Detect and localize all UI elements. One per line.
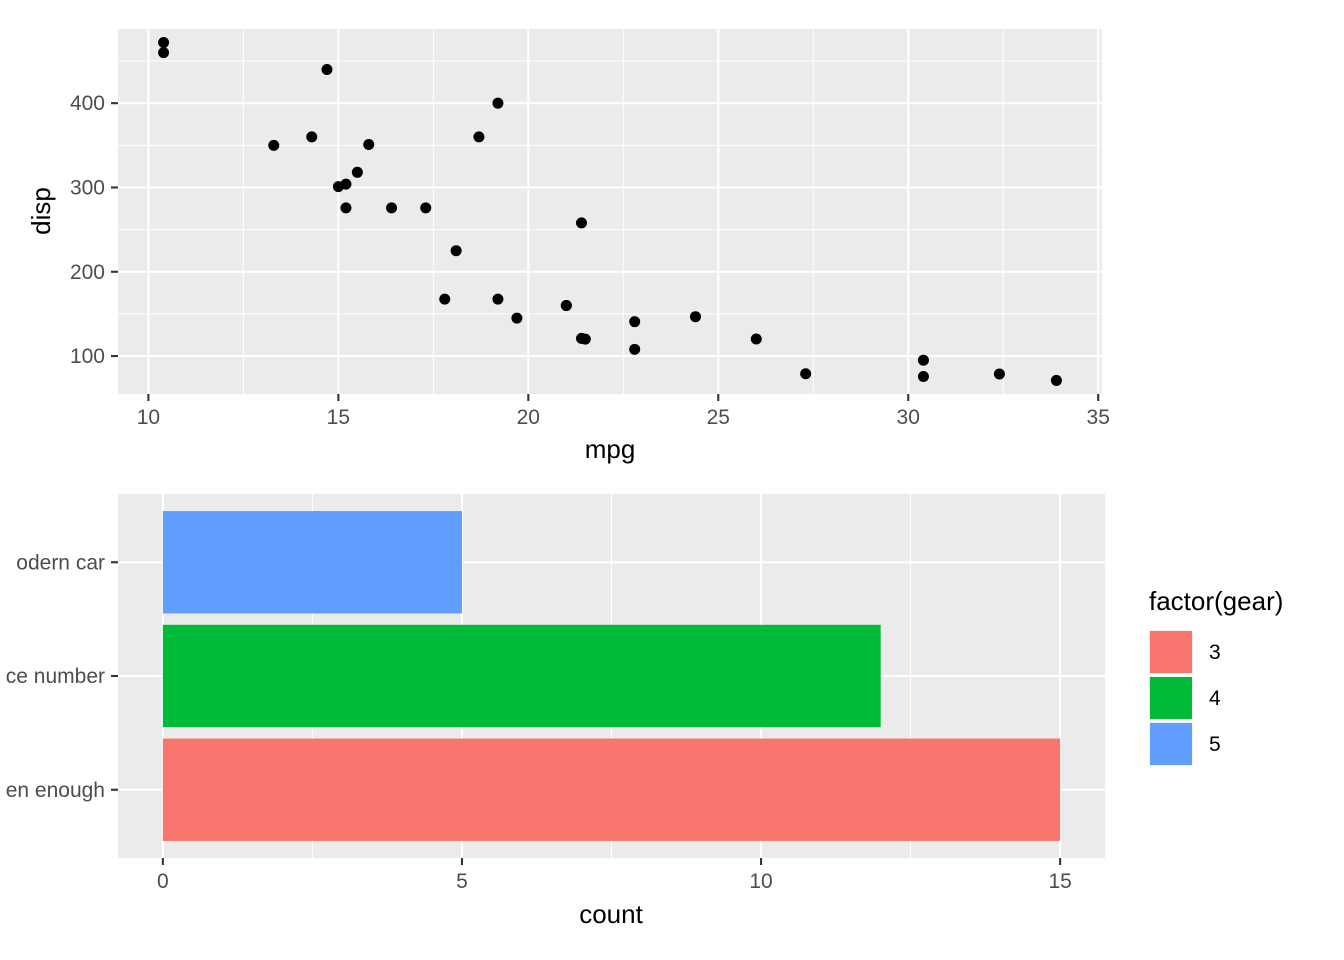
scatter-point bbox=[511, 312, 523, 324]
scatter-panel-background bbox=[118, 29, 1102, 394]
bar-x-tick-label: 15 bbox=[1048, 870, 1071, 893]
scatter-point bbox=[1050, 374, 1062, 386]
scatter-point bbox=[492, 293, 504, 305]
bar-y-tick-label: ce number bbox=[6, 665, 105, 688]
legend-label-3: 3 bbox=[1209, 641, 1221, 664]
scatter-x-tick-label: 30 bbox=[897, 406, 920, 429]
scatter-point bbox=[492, 97, 504, 109]
scatter-point bbox=[579, 333, 591, 345]
scatter-point bbox=[321, 63, 333, 75]
bar-x-axis-title: count bbox=[579, 899, 643, 929]
scatter-point bbox=[351, 166, 363, 178]
scatter-point bbox=[386, 202, 398, 214]
scatter-grid bbox=[118, 29, 1102, 394]
scatter-y-tick-label: 300 bbox=[70, 176, 105, 199]
scatter-x-tick-label: 10 bbox=[137, 406, 160, 429]
legend-label-4: 4 bbox=[1209, 687, 1221, 710]
scatter-point bbox=[629, 316, 641, 328]
scatter-x-axis: 10 15 20 25 30 35 bbox=[137, 394, 1110, 429]
bar-y-tick-label: odern car bbox=[16, 551, 105, 574]
bar-gear-4 bbox=[162, 624, 881, 728]
scatter-point bbox=[629, 343, 641, 355]
legend-title: factor(gear) bbox=[1149, 586, 1283, 616]
bar-y-tick-label: en enough bbox=[6, 779, 105, 802]
scatter-point bbox=[750, 333, 762, 345]
scatter-panel: 100 200 300 400 10 15 20 25 30 35 mpg disp bbox=[26, 29, 1110, 464]
scatter-point bbox=[473, 131, 485, 143]
scatter-point bbox=[158, 47, 170, 59]
bar-panel: odern car ce number en enough 0 5 10 15 count bbox=[6, 494, 1105, 929]
scatter-point bbox=[340, 202, 352, 214]
scatter-point bbox=[800, 368, 812, 380]
bar-gear-3 bbox=[162, 738, 1061, 841]
scatter-point bbox=[450, 245, 462, 257]
legend-label-5: 5 bbox=[1209, 733, 1221, 756]
scatter-x-tick-label: 15 bbox=[327, 406, 350, 429]
scatter-y-axis: 100 200 300 400 bbox=[70, 92, 118, 368]
legend-key-3 bbox=[1150, 631, 1192, 673]
scatter-x-tick-label: 35 bbox=[1087, 406, 1110, 429]
scatter-point bbox=[576, 217, 588, 229]
scatter-point bbox=[439, 293, 451, 305]
scatter-point bbox=[689, 311, 701, 323]
scatter-y-tick-label: 100 bbox=[70, 345, 105, 368]
scatter-y-tick-label: 200 bbox=[70, 261, 105, 284]
bar-x-axis: 0 5 10 15 bbox=[157, 858, 1072, 893]
legend: factor(gear) 3 4 5 bbox=[1149, 586, 1283, 766]
bar-x-tick-label: 5 bbox=[456, 870, 468, 893]
scatter-y-tick-label: 400 bbox=[70, 92, 105, 115]
scatter-point bbox=[993, 368, 1005, 380]
scatter-point bbox=[306, 131, 318, 143]
scatter-point bbox=[363, 138, 375, 150]
scatter-points bbox=[158, 36, 1062, 386]
scatter-x-tick-label: 25 bbox=[707, 406, 730, 429]
scatter-x-axis-title: mpg bbox=[585, 434, 636, 464]
scatter-point bbox=[560, 299, 572, 311]
scatter-x-tick-label: 20 bbox=[517, 406, 540, 429]
legend-key-5 bbox=[1150, 723, 1192, 765]
scatter-point bbox=[917, 354, 929, 366]
bar-gear-5 bbox=[162, 511, 462, 614]
bar-x-tick-label: 0 bbox=[157, 870, 169, 893]
scatter-y-axis-title: disp bbox=[26, 187, 56, 235]
scatter-point bbox=[420, 202, 432, 214]
scatter-point bbox=[917, 371, 929, 383]
scatter-point bbox=[158, 36, 170, 48]
bar-y-axis: odern car ce number en enough bbox=[6, 551, 118, 802]
scatter-point bbox=[340, 178, 352, 190]
scatter-point bbox=[268, 139, 280, 151]
bar-x-tick-label: 10 bbox=[749, 870, 772, 893]
legend-key-4 bbox=[1150, 677, 1192, 719]
bar-bars bbox=[162, 511, 1061, 841]
